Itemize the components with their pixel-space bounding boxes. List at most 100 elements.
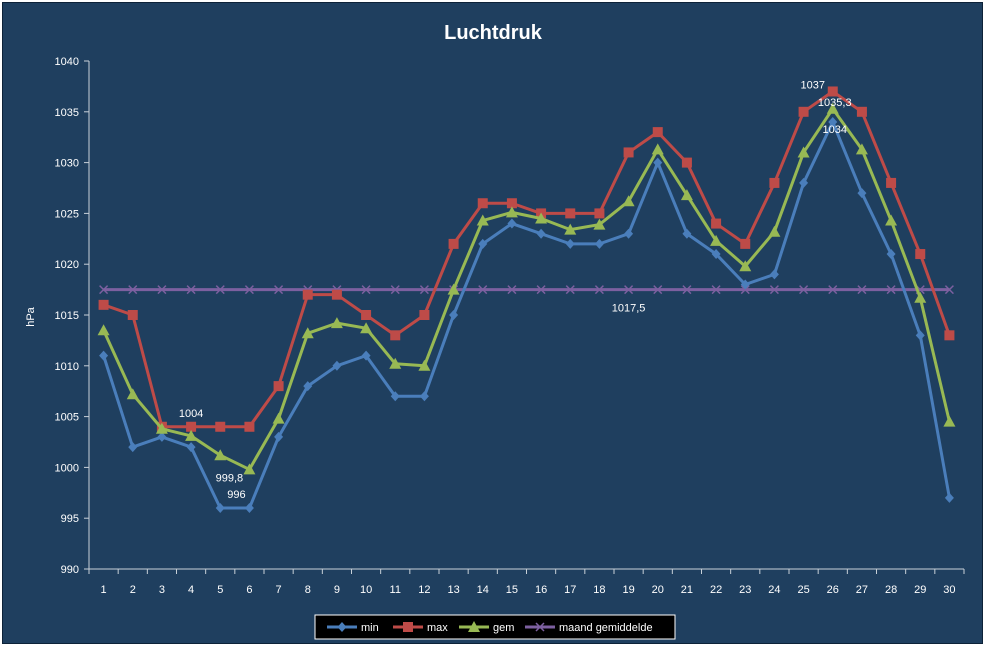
point-gem xyxy=(622,195,635,207)
point-gem xyxy=(155,422,168,434)
point-max xyxy=(127,310,138,320)
point-min xyxy=(419,391,429,402)
point-maand-gemiddelde xyxy=(857,285,867,295)
x-tick-label: 25 xyxy=(797,584,809,596)
x-tick-label: 2 xyxy=(130,584,136,596)
point-max xyxy=(331,289,342,300)
x-tick-label: 21 xyxy=(681,584,693,596)
point-max xyxy=(244,421,255,432)
point-min xyxy=(244,503,254,514)
point-maand-gemiddelde xyxy=(886,285,896,295)
marker-stroke xyxy=(944,285,954,295)
data-label: 1037 xyxy=(801,79,825,91)
point-min xyxy=(711,249,721,260)
x-tick-label: 5 xyxy=(217,584,223,596)
point-min xyxy=(99,350,109,361)
marker-stroke xyxy=(215,285,225,295)
point-maand-gemiddelde xyxy=(361,285,371,295)
point-gem xyxy=(272,412,285,424)
marker-stroke xyxy=(769,285,779,295)
marker-stroke xyxy=(186,285,196,295)
marker-stroke xyxy=(594,285,604,295)
point-max xyxy=(186,421,197,432)
legend-label: min xyxy=(361,622,379,634)
legend-item-max: max xyxy=(393,622,448,634)
point-maand-gemiddelde xyxy=(594,285,604,295)
y-tick-labels: 990 995 1000 1005 1010 1015 1020 1025 1030 1035 10… xyxy=(55,56,79,576)
point-maand-gemiddelde xyxy=(274,285,284,295)
x-tick-label: 10 xyxy=(360,584,372,596)
marker-stroke xyxy=(157,285,167,295)
point-maand-gemiddelde xyxy=(157,285,167,295)
chart-title: Luchtdruk xyxy=(444,22,543,44)
point-min xyxy=(886,249,896,260)
point-max xyxy=(477,198,488,209)
data-label: 1004 xyxy=(179,408,203,420)
y-tick-label: 1025 xyxy=(55,208,79,220)
series-min xyxy=(99,116,954,514)
point-min xyxy=(594,238,604,249)
point-max xyxy=(740,238,751,249)
point-maand-gemiddelde xyxy=(478,285,488,295)
point-max xyxy=(215,421,226,432)
point-max xyxy=(886,177,897,188)
y-tick-label: 1030 xyxy=(55,158,79,170)
line-chart: Luchtdruk hPa 99099510001005101010151020… xyxy=(25,22,965,640)
x-tick-label: 9 xyxy=(334,584,340,596)
marker-stroke xyxy=(478,285,488,295)
point-gem xyxy=(680,189,693,201)
x-tick-label: 28 xyxy=(885,584,897,596)
x-tick-label: 26 xyxy=(827,584,839,596)
point-max xyxy=(652,127,663,138)
marker-stroke xyxy=(535,622,545,632)
point-gem xyxy=(593,218,606,230)
point-maand-gemiddelde xyxy=(769,285,779,295)
point-gem xyxy=(447,283,460,295)
x-tick-label: 6 xyxy=(246,584,252,596)
marker-stroke xyxy=(857,285,867,295)
point-max xyxy=(711,218,722,229)
point-maand-gemiddelde xyxy=(565,285,575,295)
point-max xyxy=(594,208,605,219)
point-max xyxy=(623,147,634,158)
marker-stroke xyxy=(507,285,517,295)
x-tick-label: 13 xyxy=(447,584,459,596)
point-gem xyxy=(797,146,810,158)
point-max xyxy=(361,310,372,320)
point-min xyxy=(157,431,167,442)
point-max xyxy=(98,299,109,310)
point-min xyxy=(361,350,371,361)
point-min xyxy=(682,228,692,239)
point-maand-gemiddelde xyxy=(186,285,196,295)
point-maand-gemiddelde xyxy=(99,285,109,295)
point-min xyxy=(799,177,809,188)
legend-marker xyxy=(535,622,545,632)
marker-stroke xyxy=(799,285,809,295)
marker-stroke xyxy=(828,285,838,295)
point-max xyxy=(506,198,517,209)
marker-stroke xyxy=(419,285,429,295)
point-min xyxy=(478,238,488,249)
point-gem xyxy=(360,322,373,334)
point-max xyxy=(915,249,926,260)
y-tick-label: 995 xyxy=(61,513,79,525)
point-min xyxy=(828,116,838,127)
marker-stroke xyxy=(682,285,692,295)
x-tick-label: 8 xyxy=(305,584,311,596)
legend-label: maand gemiddelde xyxy=(559,622,653,634)
y-tick-label: 1020 xyxy=(55,259,79,271)
marker-stroke xyxy=(244,285,254,295)
x-tick-label: 19 xyxy=(622,584,634,596)
x-tick-label: 24 xyxy=(768,584,780,596)
point-maand-gemiddelde xyxy=(740,285,750,295)
marker-stroke xyxy=(624,285,634,295)
data-label: 996 xyxy=(227,489,245,501)
marker-stroke xyxy=(740,285,750,295)
axes xyxy=(84,60,965,574)
series-line-min xyxy=(102,120,951,510)
point-maand-gemiddelde xyxy=(624,285,634,295)
point-min xyxy=(507,218,517,229)
x-tick-label: 29 xyxy=(914,584,926,596)
x-tick-label: 12 xyxy=(418,584,430,596)
legend-item-min: min xyxy=(327,622,379,634)
